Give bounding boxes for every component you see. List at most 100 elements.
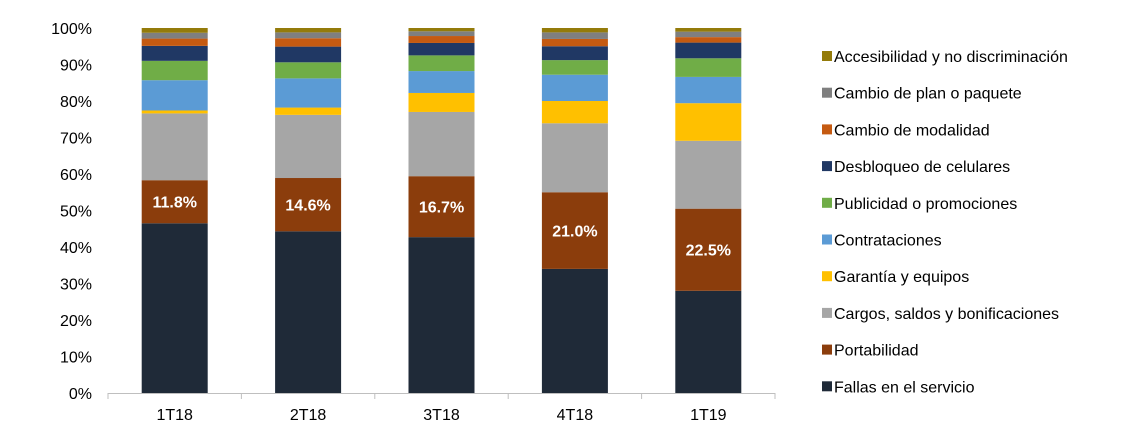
data-labels: 11.8% 14.6% 16.7% 21.0% 22.5% (152, 195, 731, 260)
legend-label: Contrataciones (834, 233, 942, 250)
bar-segment (275, 46, 342, 63)
bar-segment (141, 38, 208, 46)
legend-item: Cargos, saldos y bonificaciones (822, 306, 1059, 323)
bar-segment (408, 111, 475, 177)
legend: Accesibilidad y no discriminación Cambio … (822, 49, 1068, 396)
y-tick-label: 40% (60, 240, 92, 257)
bar-segment (408, 55, 475, 72)
bar-segment (408, 31, 475, 37)
legend-swatch (822, 344, 832, 355)
bar-segment (141, 223, 208, 393)
bar-segment (675, 208, 742, 291)
legend-swatch (822, 124, 832, 135)
legend-swatch (822, 381, 832, 392)
axes: 0% 10% 20% 30% 40% 50% 60% 70% 80% 90% 100% 1T18 2T1… (51, 21, 776, 424)
bar-segment (275, 32, 342, 39)
data-label: 11.8% (152, 195, 196, 212)
legend-label: Publicidad o promociones (834, 196, 1017, 213)
bar-segment (275, 78, 342, 108)
bar-segment (275, 114, 342, 179)
bar-segment (541, 46, 608, 61)
y-tick-label: 70% (60, 131, 92, 148)
bar-segment (408, 176, 475, 238)
y-tick-label: 100% (51, 21, 92, 38)
bar-segment (541, 74, 608, 101)
x-tick-label: 1T18 (156, 407, 193, 424)
bar-segment (541, 28, 608, 33)
legend-item: Desbloqueo de celulares (822, 159, 1010, 176)
legend-item: Cambio de plan o paquete (822, 86, 1022, 103)
legend-label: Accesibilidad y no discriminación (834, 49, 1068, 66)
legend-label: Cambio de modalidad (834, 122, 990, 139)
data-label: 21.0% (552, 224, 597, 241)
bar-segment (541, 32, 608, 39)
bar-segment (141, 45, 208, 61)
bar-segment (408, 237, 475, 393)
bar-segment (408, 42, 475, 56)
legend-swatch (822, 307, 832, 318)
legend-item: Accesibilidad y no discriminación (822, 49, 1068, 66)
x-tick-label: 2T18 (290, 407, 327, 424)
bar-segment (275, 62, 342, 79)
bars (141, 28, 742, 393)
bar-segment (675, 103, 742, 141)
bar-segment (275, 38, 342, 47)
legend-label: Cambio de plan o paquete (834, 86, 1022, 103)
legend-label: Fallas en el servicio (834, 379, 975, 396)
bar-segment (408, 92, 475, 112)
y-tick-label: 30% (60, 277, 92, 294)
bar-segment (275, 107, 342, 115)
legend-swatch (822, 87, 832, 98)
bar-segment (541, 123, 608, 193)
legend-swatch (822, 161, 832, 172)
data-label: 14.6% (285, 198, 330, 215)
bar-segment (541, 101, 608, 124)
legend-swatch (822, 197, 832, 208)
bar-segment (675, 31, 742, 38)
y-tick-label: 80% (60, 94, 92, 111)
bar-segment (675, 28, 742, 32)
legend-label: Portabilidad (834, 343, 919, 360)
bar-segment (408, 71, 475, 93)
legend-item: Portabilidad (822, 343, 919, 360)
legend-swatch (822, 51, 832, 61)
data-label: 22.5% (686, 243, 731, 260)
legend-label: Cargos, saldos y bonificaciones (834, 306, 1059, 323)
legend-item: Contrataciones (822, 233, 942, 250)
bar-segment (541, 60, 608, 75)
data-label: 16.7% (419, 200, 464, 217)
bar-segment (141, 28, 208, 33)
x-tick-label: 1T19 (690, 407, 727, 424)
legend-item: Garantía y equipos (822, 269, 969, 286)
bar-segment (141, 180, 208, 224)
bar-segment (141, 60, 208, 81)
legend-swatch (822, 271, 832, 282)
bar-segment (275, 28, 342, 33)
y-tick-label: 60% (60, 167, 92, 184)
bar-segment (141, 110, 208, 114)
bar-segment (141, 32, 208, 39)
bar-segment (675, 58, 742, 77)
legend-swatch (822, 234, 832, 245)
y-tick-label: 90% (60, 58, 92, 75)
bar-segment (275, 178, 342, 232)
y-tick-label: 0% (69, 386, 92, 403)
bar-segment (541, 192, 608, 269)
legend-item: Fallas en el servicio (822, 379, 975, 396)
y-tick-label: 50% (60, 204, 92, 221)
bar-segment (408, 28, 475, 32)
x-tick-label: 3T18 (423, 407, 460, 424)
bar-segment (541, 268, 608, 393)
y-tick-label: 10% (60, 350, 92, 367)
legend-item: Cambio de modalidad (822, 122, 990, 139)
bar-segment (675, 290, 742, 393)
bar-segment (675, 140, 742, 209)
bar-segment (675, 42, 742, 59)
bar-segment (141, 80, 208, 111)
bar-segment (141, 113, 208, 181)
bar-segment (275, 231, 342, 393)
legend-item: Publicidad o promociones (822, 196, 1017, 213)
bar-segment (541, 38, 608, 47)
